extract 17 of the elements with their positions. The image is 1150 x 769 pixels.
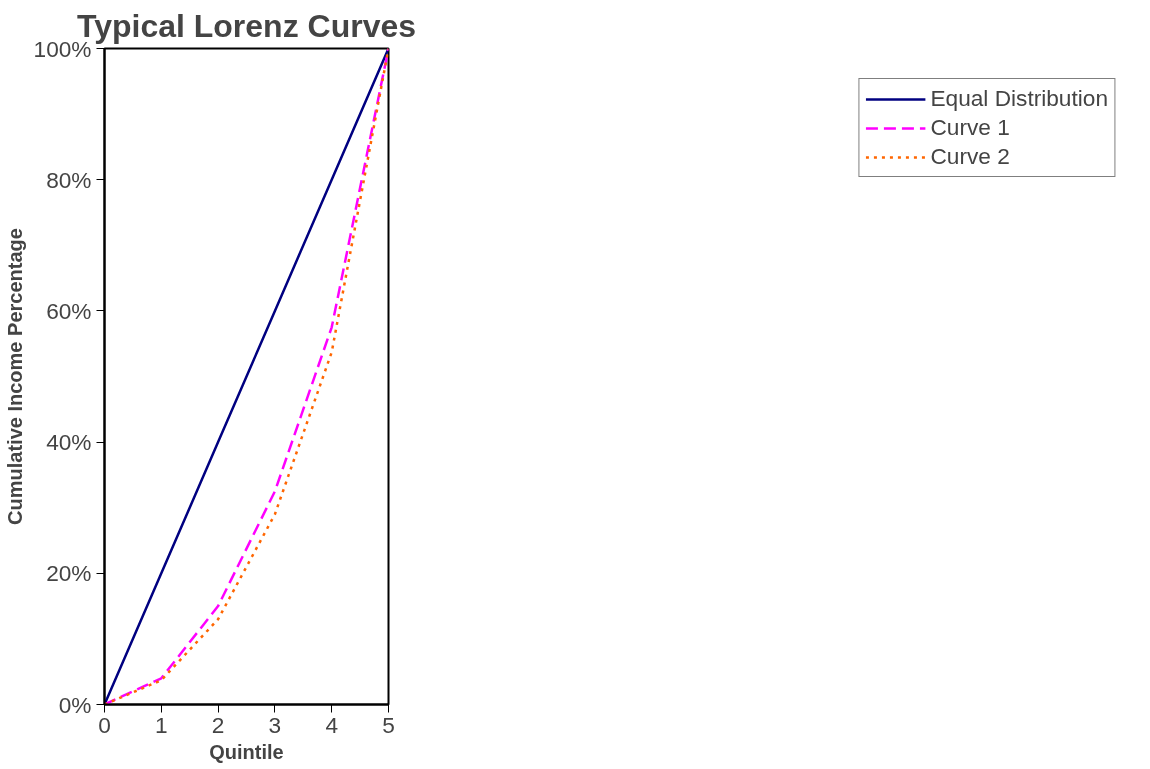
x-tick-label: 4 <box>325 711 339 738</box>
y-tick-label: 60% <box>46 297 92 324</box>
y-tick-label: 40% <box>46 429 92 456</box>
x-tick-label: 5 <box>382 711 395 738</box>
legend-label: Equal Distribution <box>930 85 1108 112</box>
x-tick-label: 0 <box>98 711 111 738</box>
y-tick-label: 20% <box>46 560 92 587</box>
chart-title: Typical Lorenz Curves <box>76 7 417 44</box>
y-axis-title: Cumulative Income Percentage <box>3 228 26 525</box>
x-tick-label: 2 <box>211 711 225 738</box>
y-tick-label: 80% <box>46 166 92 193</box>
legend-label: Curve 1 <box>930 114 1010 141</box>
x-tick-label: 1 <box>155 711 168 738</box>
x-tick-label: 3 <box>268 711 282 738</box>
y-tick-label: 0% <box>58 691 92 718</box>
x-axis-title: Quintile <box>209 740 284 763</box>
legend-label: Curve 2 <box>930 143 1010 170</box>
